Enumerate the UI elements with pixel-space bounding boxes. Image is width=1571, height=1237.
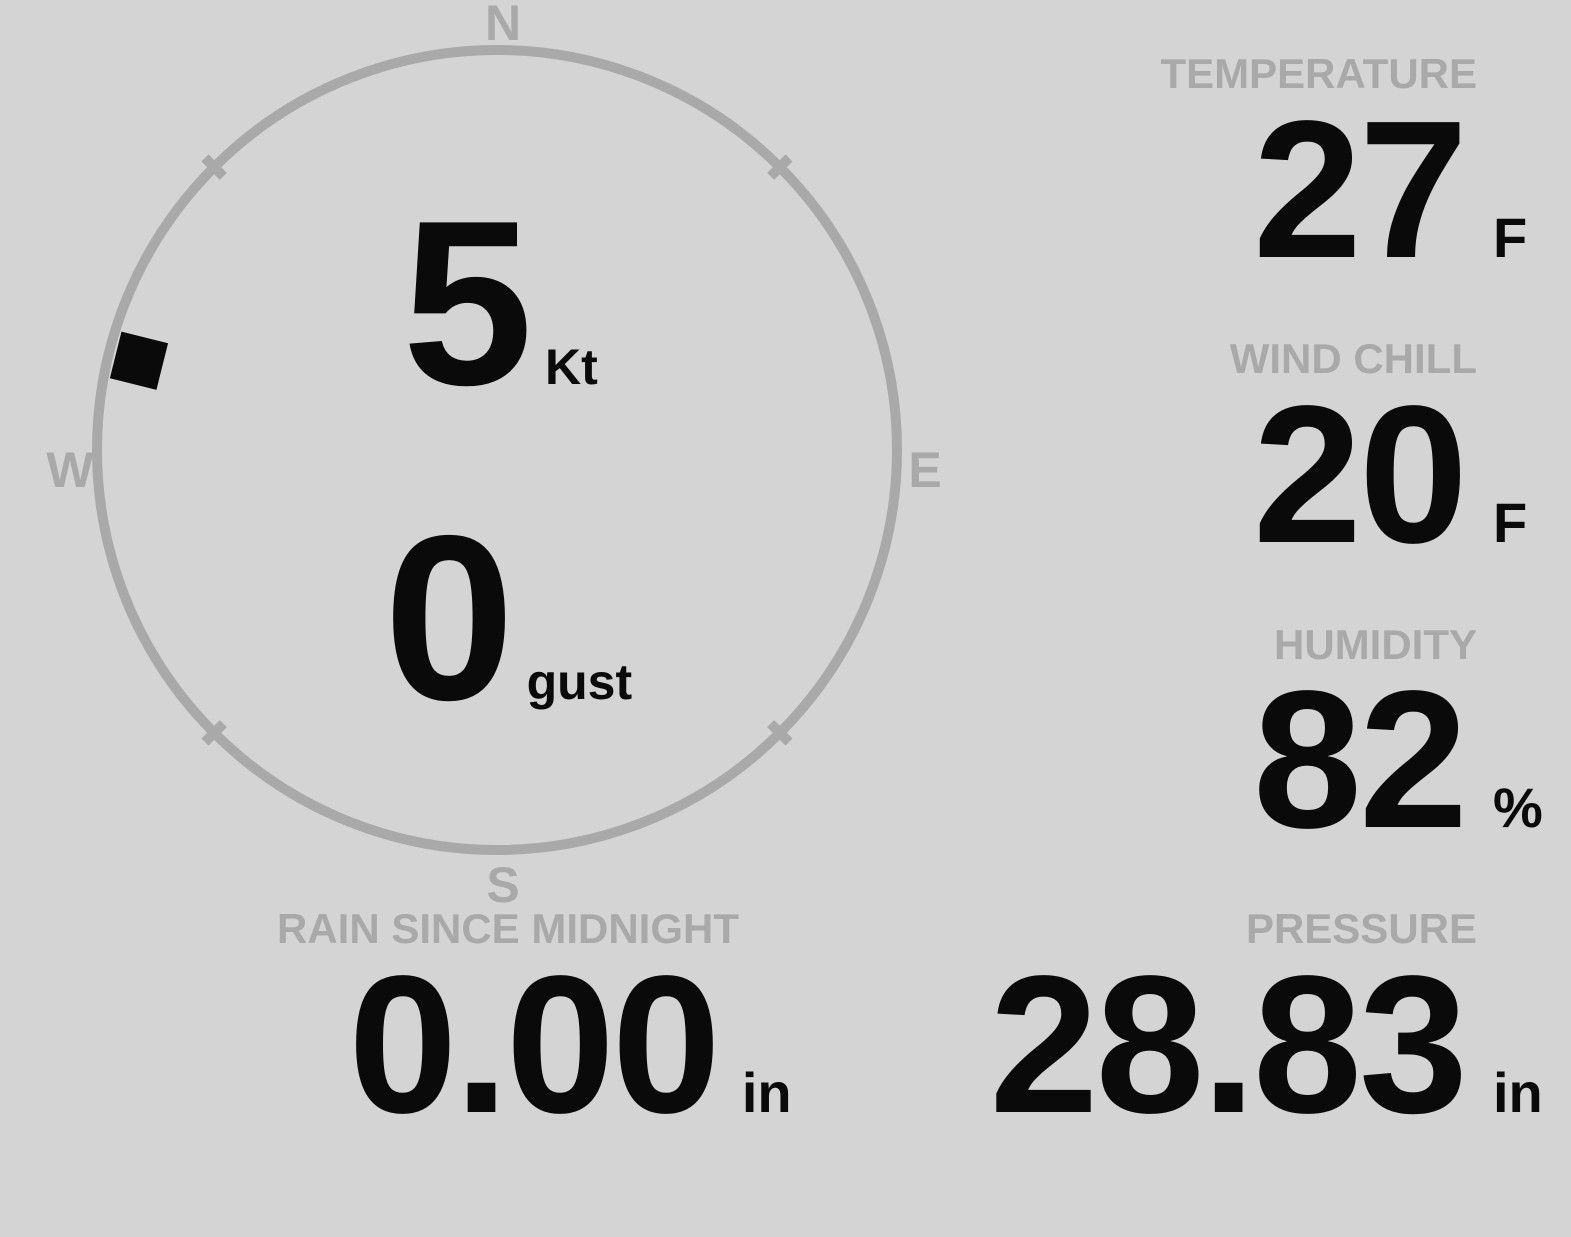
humidity-label: HUMIDITY [1274, 621, 1477, 668]
wind-gust-value: 0 [383, 486, 515, 749]
humidity-value: 82 [1252, 650, 1468, 869]
temperature-label: TEMPERATURE [1160, 50, 1477, 97]
pressure-unit: in [1493, 1061, 1543, 1124]
compass-tick-ne [767, 154, 793, 180]
wind-speed-value: 5 [402, 171, 533, 434]
compass-ring [92, 45, 902, 855]
wind-chill-readout: 20 F [951, 377, 1571, 573]
wind-gust-unit: gust [526, 654, 633, 710]
pressure-value: 28.83 [989, 935, 1468, 1154]
wind-compass-gauge: N E S W 5 Kt 0 gust [0, 0, 1000, 910]
cardinal-north-label: N [484, 0, 522, 51]
temperature-readout: 27 F [951, 92, 1571, 288]
cardinal-east-label: E [908, 442, 942, 498]
rain-since-midnight-readout: 0.00 in [70, 947, 1070, 1143]
cardinal-south-label: S [486, 857, 520, 913]
wind-chill-label: WIND CHILL [1229, 335, 1477, 382]
humidity-unit: % [1493, 776, 1543, 839]
wind-chill-value: 20 [1252, 365, 1468, 584]
wind-chill-unit: F [1493, 491, 1528, 554]
wind-speed-unit: Kt [544, 339, 598, 395]
rain-since-midnight-label: RAIN SINCE MIDNIGHT [277, 905, 739, 952]
pressure-readout: 28.83 in [951, 947, 1571, 1143]
temperature-unit: F [1493, 206, 1528, 269]
rain-since-midnight-unit: in [741, 1061, 792, 1124]
temperature-value: 27 [1252, 80, 1468, 299]
wind-speed-readout: 5 Kt [0, 185, 1000, 420]
compass-tick-nw [201, 154, 227, 180]
wind-gust-readout: 0 gust [8, 500, 1008, 735]
pressure-label: PRESSURE [1245, 905, 1477, 952]
rain-since-midnight-value: 0.00 [348, 935, 720, 1154]
cardinal-west-label: W [46, 442, 94, 498]
humidity-readout: 82 % [951, 662, 1571, 858]
